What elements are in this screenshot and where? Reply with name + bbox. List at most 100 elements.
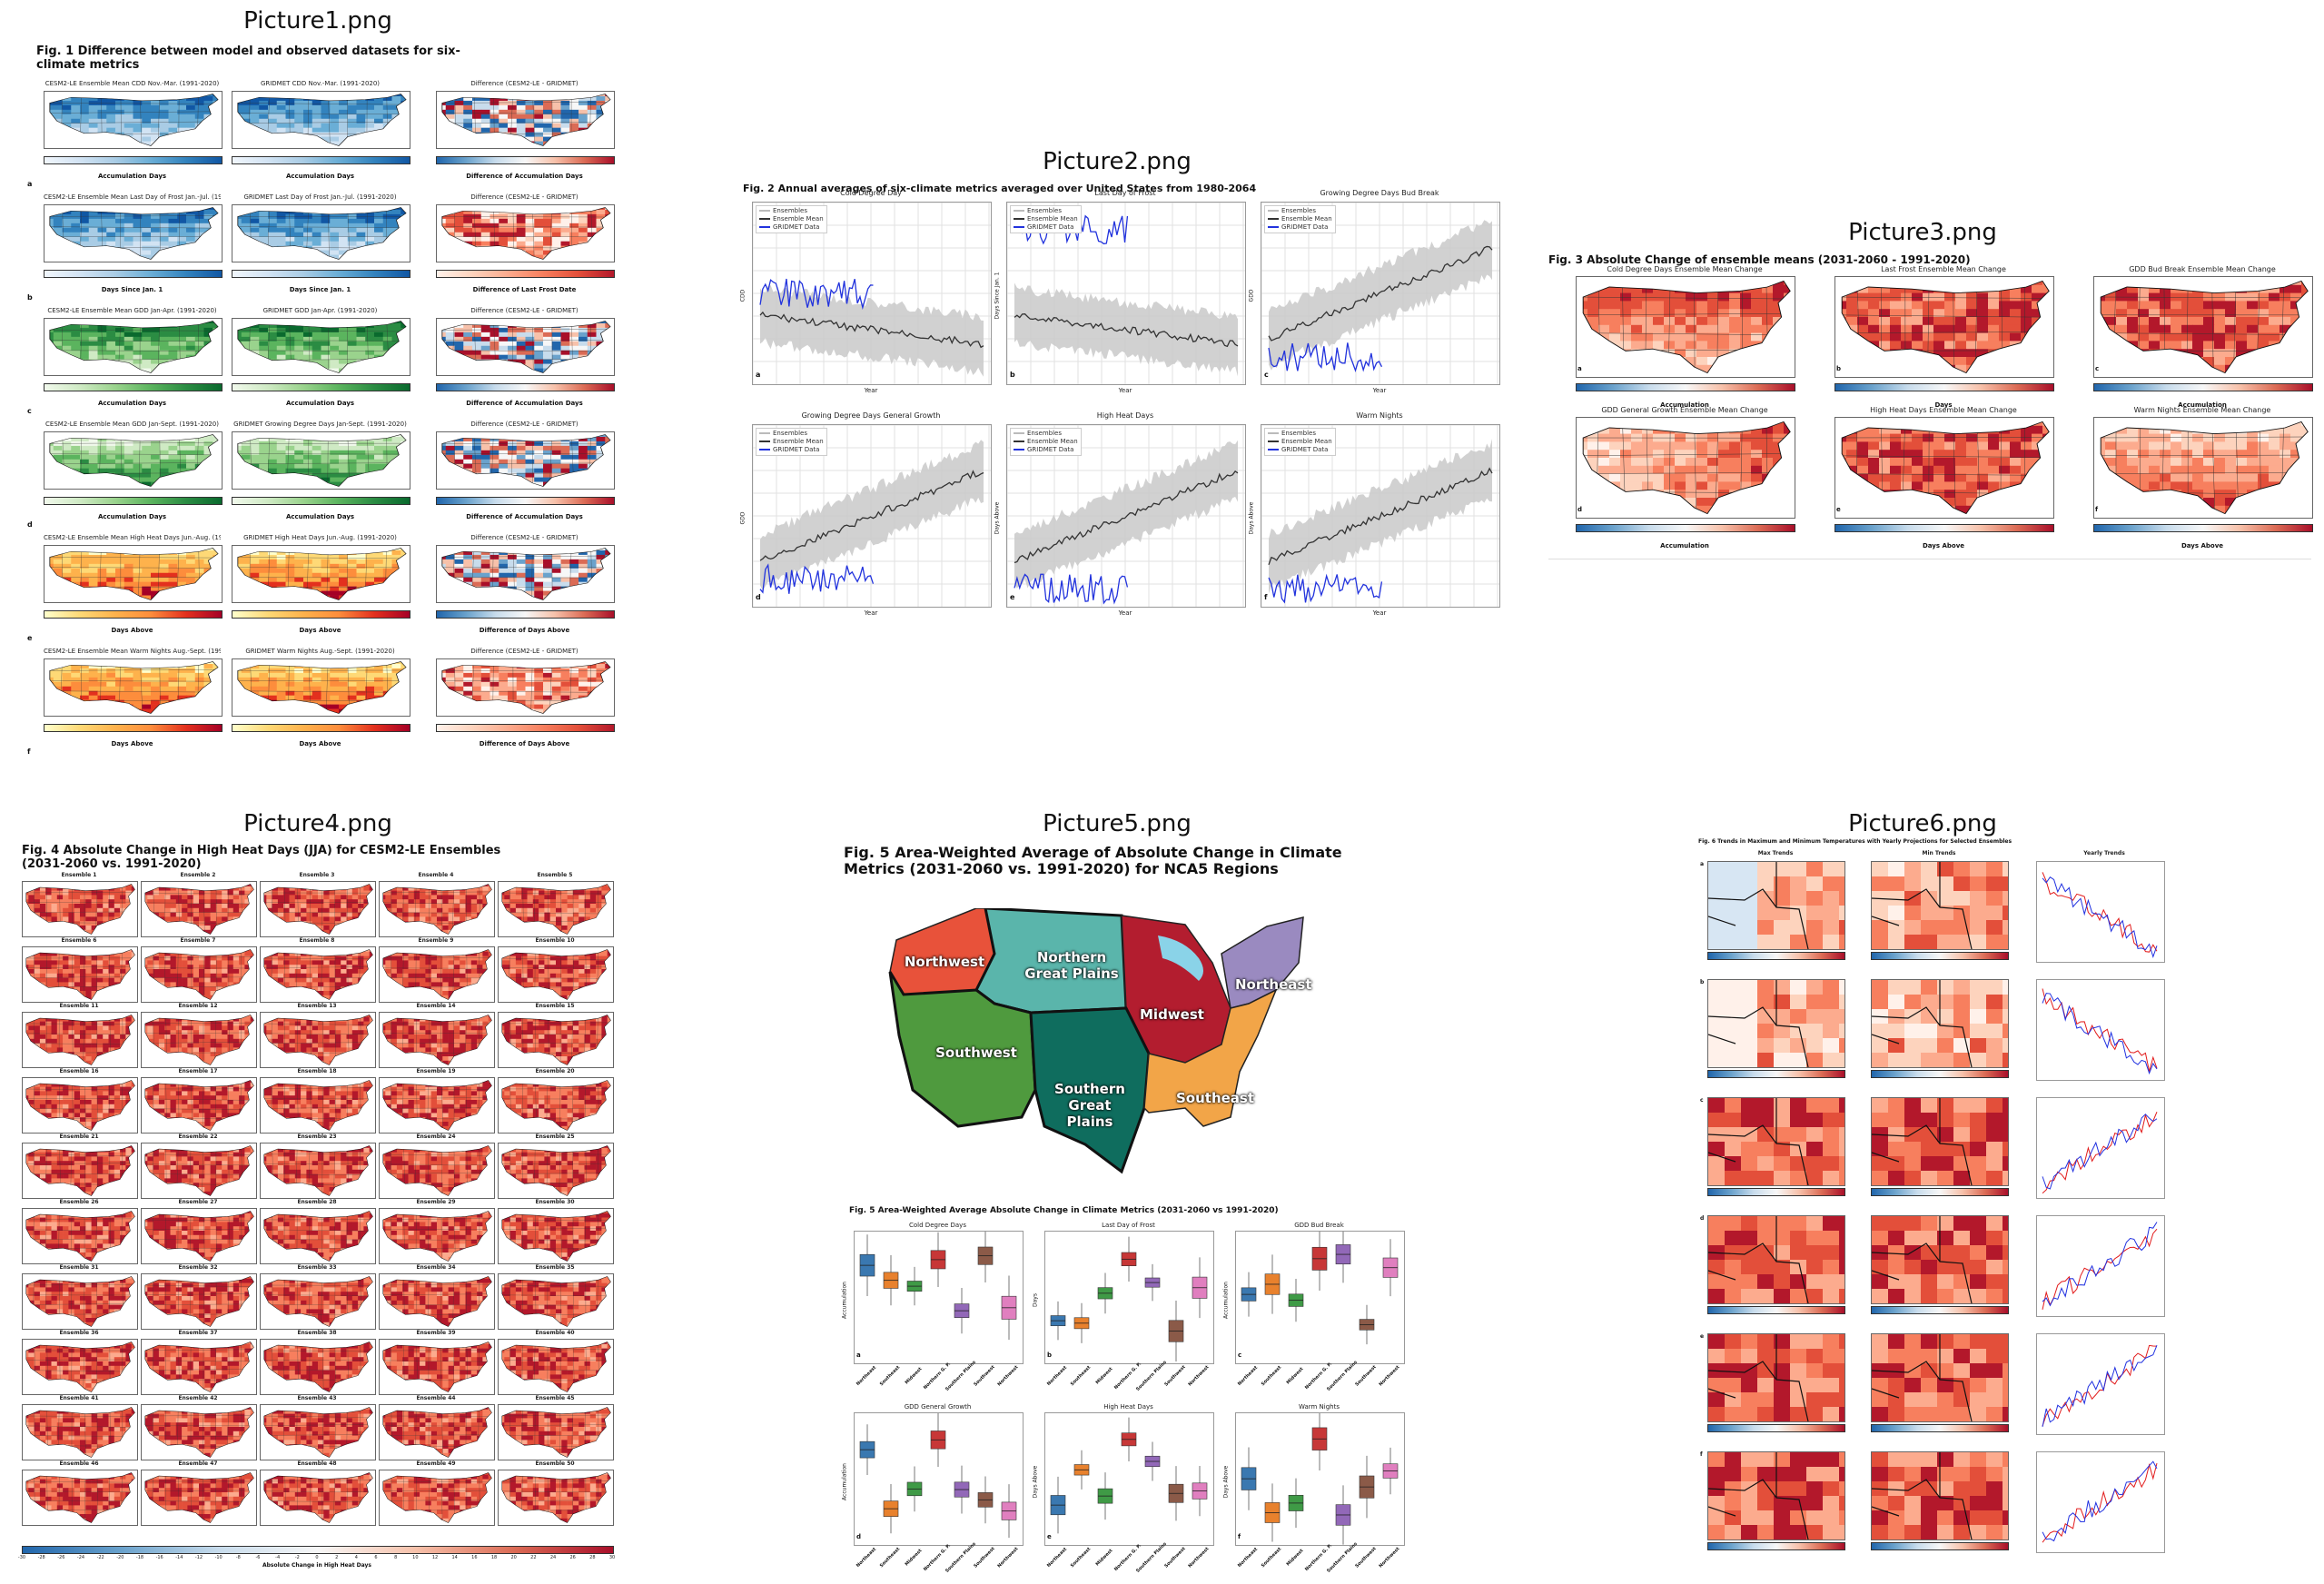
pic4-colorbar-tick: -18	[134, 1555, 145, 1560]
pic6-row0-trend-plot	[2036, 861, 2165, 963]
picture6-figure: Fig. 6 Trends in Maximum and Minimum Tem…	[1698, 838, 2171, 1575]
pic2-panel0-legend: Ensembles Ensemble Mean GRIDMET Data	[756, 205, 827, 234]
pic3-panel4-map	[1834, 417, 2054, 519]
pic3-panel5-map	[2093, 417, 2313, 519]
pic1-row1-model-colorbar	[44, 270, 223, 278]
ensemble-21-map	[22, 1143, 138, 1199]
ensemble-24-map	[379, 1143, 495, 1199]
pic2-panel3-letter: d	[756, 593, 761, 601]
ensemble-30-title: Ensemble 30	[498, 1199, 612, 1205]
pic2-panel1-xlabel: Year	[1006, 387, 1244, 394]
ensemble-7-title: Ensemble 7	[141, 937, 255, 944]
picture3-figure: Fig. 3 Absolute Change of ensemble means…	[1548, 253, 2313, 568]
ensemble-38-title: Ensemble 38	[260, 1330, 374, 1336]
pic4-colorbar-tick: -26	[55, 1555, 66, 1560]
legend-entry: Ensembles	[1014, 430, 1078, 438]
pic6-row5-cbar1	[1871, 1542, 2009, 1550]
legend-swatch	[1268, 441, 1279, 443]
ensemble-41-map	[22, 1404, 138, 1460]
ensemble-8-map	[260, 946, 376, 1003]
pic4-colorbar-tick: 14	[450, 1555, 460, 1560]
legend-swatch	[1268, 449, 1279, 451]
pic4-colorbar-tick: 12	[430, 1555, 440, 1560]
pic2-panel4-title: High Heat Days	[1006, 411, 1244, 420]
pic6-row3-map1	[1871, 1215, 2009, 1304]
ensemble-17-map	[141, 1077, 257, 1134]
pic6-col1-title: Min Trends	[1871, 850, 2007, 856]
legend-swatch	[1268, 432, 1279, 434]
ensemble-4-title: Ensemble 4	[379, 872, 493, 878]
pic1-row4-diff-cb-label: Difference of Days Above	[436, 627, 613, 634]
pic6-row5-map1	[1871, 1451, 2009, 1540]
pic1-row4-obs-map	[232, 545, 410, 603]
ensemble-21-title: Ensemble 21	[22, 1134, 136, 1140]
ensemble-10-map	[498, 946, 614, 1003]
pic1-row3-obs-map	[232, 431, 410, 490]
pic2-panel5-xlabel: Year	[1261, 609, 1498, 617]
pic6-row4-map0	[1707, 1333, 1845, 1422]
pic4-colorbar-tick: 2	[331, 1555, 342, 1560]
pic2-panel1-letter: b	[1010, 371, 1015, 379]
pic3-panel3-title: GDD General Growth Ensemble Mean Change	[1576, 406, 1794, 414]
pic1-row3-model-colorbar	[44, 497, 223, 505]
pic1-row1-diff-colorbar	[436, 270, 615, 278]
legend-entry: GRIDMET Data	[1014, 446, 1078, 454]
legend-swatch	[1268, 226, 1279, 229]
pic6-row3-letter: d	[1700, 1215, 1704, 1222]
pic4-colorbar-tick: 24	[548, 1555, 559, 1560]
ensemble-33-map	[260, 1273, 376, 1330]
ensemble-3-title: Ensemble 3	[260, 872, 374, 878]
legend-entry: Ensemble Mean	[1268, 215, 1332, 223]
picture3-fig-title: Fig. 3 Absolute Change of ensemble means…	[1548, 253, 2311, 267]
pic1-row5-obs-map	[232, 658, 410, 717]
gallery-title-6: Picture6.png	[1814, 810, 2032, 837]
pic1-row5-diff-map	[436, 658, 615, 717]
pic1-row3-diff-caption: Difference (CESM2-LE - GRIDMET)	[436, 421, 613, 428]
region-label-northern-great-plains: Northern Great Plains	[1022, 949, 1122, 982]
ensemble-43-title: Ensemble 43	[260, 1395, 374, 1401]
ensemble-34-map	[379, 1273, 495, 1330]
pic5-box1-plot	[1044, 1231, 1214, 1364]
pic1-row2-diff-colorbar	[436, 383, 615, 391]
pic4-colorbar-tick: -12	[193, 1555, 204, 1560]
pic5-box5-letter: f	[1238, 1533, 1241, 1540]
pic4-colorbar-tick: -4	[272, 1555, 283, 1560]
pic6-row0-cbar0	[1707, 952, 1845, 960]
ensemble-11-title: Ensemble 11	[22, 1003, 136, 1009]
pic6-row2-cbar0	[1707, 1188, 1845, 1196]
ensemble-5-title: Ensemble 5	[498, 872, 612, 878]
pic6-row4-cbar1	[1871, 1424, 2009, 1432]
pic4-colorbar-tick: -24	[75, 1555, 86, 1560]
pic5-box2-ylabel: Accumulation	[1223, 1259, 1230, 1341]
ensemble-36-title: Ensemble 36	[22, 1330, 136, 1336]
pic1-row2-model-cb-label: Accumulation Days	[44, 400, 221, 407]
pic3-panel5-title: Warm Nights Ensemble Mean Change	[2093, 406, 2311, 414]
pic2-panel5-title: Warm Nights	[1261, 411, 1498, 420]
pic1-row5-letter: f	[27, 747, 30, 756]
picture5-fig-title: Fig. 5 Area-Weighted Average of Absolute…	[844, 844, 1407, 878]
pic4-colorbar-label: Absolute Change in High Heat Days	[22, 1562, 612, 1569]
ensemble-39-title: Ensemble 39	[379, 1330, 493, 1336]
picture1-figure: Fig. 1 Difference between model and obse…	[27, 45, 618, 763]
picture5-box-title: Fig. 5 Area-Weighted Average Absolute Ch…	[849, 1206, 1412, 1215]
ensemble-6-title: Ensemble 6	[22, 937, 136, 944]
pic2-panel2-plot	[1261, 202, 1500, 385]
ensemble-28-title: Ensemble 28	[260, 1199, 374, 1205]
pic1-row1-diff-map	[436, 204, 615, 262]
ensemble-46-title: Ensemble 46	[22, 1460, 136, 1467]
ensemble-42-title: Ensemble 42	[141, 1395, 255, 1401]
ensemble-45-map	[498, 1404, 614, 1460]
pic5-box3-letter: d	[856, 1533, 861, 1540]
pic2-panel2-xlabel: Year	[1261, 387, 1498, 394]
pic2-panel4-xlabel: Year	[1006, 609, 1244, 617]
ensemble-42-map	[141, 1404, 257, 1460]
pic2-panel1-title: Last Day of Frost	[1006, 189, 1244, 197]
pic3-panel2-map	[2093, 276, 2313, 378]
pic1-row3-model-map	[44, 431, 223, 490]
ensemble-17-title: Ensemble 17	[141, 1068, 255, 1074]
legend-swatch	[1268, 218, 1279, 221]
pic1-row4-model-cb-label: Days Above	[44, 627, 221, 634]
legend-label: Ensembles	[1281, 207, 1316, 214]
gallery-title-5: Picture5.png	[1008, 810, 1226, 837]
pic4-colorbar-tick: -10	[213, 1555, 224, 1560]
